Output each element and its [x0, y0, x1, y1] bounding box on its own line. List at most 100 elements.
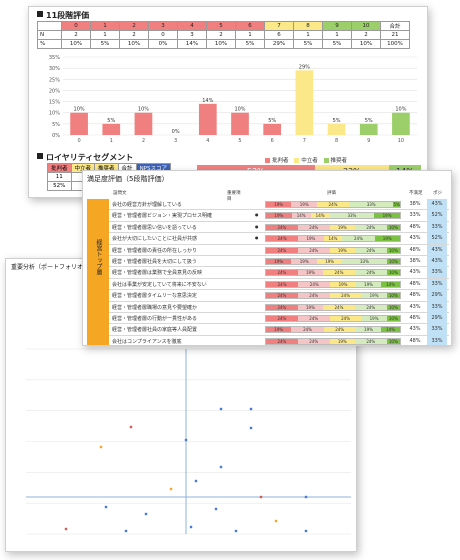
scatter-point [219, 465, 223, 469]
rating-segment: 24% [323, 270, 355, 276]
score-header: 0 [61, 21, 91, 31]
pct-cell: 5% [90, 39, 120, 49]
bar-8 [327, 123, 346, 135]
positive-pct: 29% [427, 313, 447, 324]
rating-segment: 24% [329, 316, 362, 321]
satisfaction-row: 経営・管理者層は業務で全員意見の反映 24% 19% 24% 24% 10% 43% 33% [109, 267, 449, 279]
importance-mark: ● [255, 235, 259, 241]
rating-segment: 19% [374, 213, 400, 219]
x-tick-label: 3 [174, 138, 177, 144]
loyalty-title: ロイヤリティセグメント [37, 152, 133, 163]
bar-5 [231, 112, 249, 135]
row-label: 経営・管理者層ビジョン・実現プロセス明確 [112, 213, 213, 220]
positive-pct: 33% [427, 324, 447, 336]
rating-segment: 14% [310, 213, 330, 219]
row-label: 会社の経営方針が理解している [112, 202, 182, 208]
count-cell: 1 [322, 30, 352, 40]
rating-segment: 24% [298, 281, 331, 287]
pct-cell: 5% [293, 39, 323, 49]
scatter-point [249, 407, 253, 411]
x-tick-label: 6 [271, 138, 274, 144]
y-tick-label: 0% [52, 133, 60, 139]
rating-segment: 5% [393, 202, 400, 207]
count-cell: 2 [119, 30, 149, 40]
rating-segment: 19% [355, 327, 382, 333]
legend-swatch-critic [265, 158, 270, 163]
rating-stacked-bar: 19% 24% 24% 19% 14% [265, 326, 401, 334]
eleven-point-bar-chart: 0%5%10%15%20%25%30%35%10%05%110%20%314%4… [49, 55, 417, 144]
rating-segment: 24% [297, 316, 330, 321]
rating-segment: 19% [266, 259, 292, 264]
seg-n-critic: 11 [47, 172, 72, 182]
rating-stacked-bar: 24% 19% 24% 24% 10% [265, 269, 401, 277]
y-tick-label: 20% [49, 88, 60, 94]
rating-segment: 24% [297, 224, 330, 230]
row-label: 経営・管理者層思い信いを語っている [112, 224, 197, 231]
scatter-point [104, 505, 108, 509]
legend-critic: 批判者 [272, 158, 289, 164]
legend-promoter: 推奨者 [330, 158, 348, 164]
count-cell: 1 [293, 30, 323, 40]
satisfaction-row: 経営・管理者層職場の意見や要望確か 24% 19% 24% 24% 10% 43% 33% [109, 301, 449, 313]
bar-value-label: 10% [138, 107, 149, 113]
portfolio-scatter-plot [26, 348, 351, 535]
rating-stacked-bar: 24% 24% 24% 19% 10% [265, 292, 401, 300]
positive-pct: 43% [427, 199, 447, 210]
importance-mark: ● [255, 212, 259, 218]
rating-segment: 33% [342, 259, 387, 264]
row-label: 会社が大切にしたいことに社員が共感 [112, 236, 198, 243]
scatter-point [129, 425, 133, 429]
rating-segment: 19% [355, 281, 382, 287]
bar-value-label: 10% [74, 107, 85, 113]
x-tick-label: 7 [303, 138, 306, 144]
header-eval: 評価 [327, 191, 336, 196]
legend-swatch-neutral [294, 158, 300, 163]
dissatisfied-pct: 43% [409, 269, 421, 276]
count-cell: 1 [90, 30, 120, 40]
bar-4 [198, 103, 217, 135]
satisfaction-row: 経営・管理者層の責任の所在しっかり 24% 24% 19% 24% 10% 48% 43% [109, 244, 449, 256]
rating-stacked-bar: 24% 19% 14% 24% 19% [265, 235, 401, 243]
x-tick-label: 5 [238, 138, 241, 144]
rating-stacked-bar: 24% 24% 19% 24% 10% [265, 223, 401, 231]
x-tick-label: 8 [335, 138, 338, 144]
rating-segment: 24% [291, 327, 324, 333]
seg-header-critic: 批判者 [47, 163, 72, 173]
positive-pct: 33% [427, 221, 447, 233]
rating-segment: 10% [386, 316, 400, 321]
score-header: 1 [90, 21, 120, 31]
score-header: 3 [148, 21, 178, 31]
rating-segment: 14% [291, 213, 311, 219]
pct-cell: 29% [264, 39, 294, 49]
dissatisfied-pct: 48% [409, 280, 421, 287]
row-label: 経営・管理者層は業務で全員意見の反映 [112, 270, 203, 277]
dissatisfied-pct: 43% [409, 326, 421, 333]
rating-segment: 24% [266, 270, 298, 276]
rating-segment: 24% [354, 224, 387, 230]
header-c2: ポジ [433, 191, 442, 196]
pct-cell: 14% [177, 39, 207, 49]
score-header: 2 [119, 21, 149, 31]
y-tick-label: 30% [49, 66, 60, 72]
satisfaction-row: 経営・管理者層ビジョン・実現プロセス明確 ● 19% 14% 14% 33% 19% 33% 5… [109, 210, 449, 222]
loyalty-legend: 批判者 中立者 推奨者 [261, 156, 347, 164]
rating-segment: 14% [381, 281, 400, 287]
scatter-point [219, 407, 223, 411]
scatter-point [259, 495, 263, 499]
satisfaction-row: 経営・管理者層社員の家庭等人員配置 19% 24% 24% 19% 14% 43% 33% [109, 324, 449, 336]
satisfaction-row: 経営・管理者層の行動が一貫性がある 24% 24% 24% 19% 10% 48% 29% [109, 313, 449, 325]
satisfaction-row: 会社が大切にしたいことに社員が共感 ● 24% 19% 14% 24% 19% 43% 52% [109, 233, 449, 245]
scatter-point [249, 426, 253, 430]
rating-segment: 10% [386, 247, 400, 253]
dissatisfied-pct: 48% [409, 315, 421, 321]
eleven-point-title: 11段階評価 [37, 10, 89, 21]
rating-segment: 19% [330, 281, 356, 287]
rating-segment: 19% [297, 270, 324, 276]
satisfaction-header: 設問文 重要項目 評価 不満足 ポジ [87, 187, 449, 202]
rating-segment: 19% [316, 259, 343, 264]
pct-cell: 0% [148, 39, 178, 49]
category-label: 経営トップ層 [95, 239, 102, 275]
rating-segment: 24% [266, 281, 299, 287]
bar-value-label: 5% [333, 118, 341, 124]
pct-cell: 10% [351, 39, 381, 49]
